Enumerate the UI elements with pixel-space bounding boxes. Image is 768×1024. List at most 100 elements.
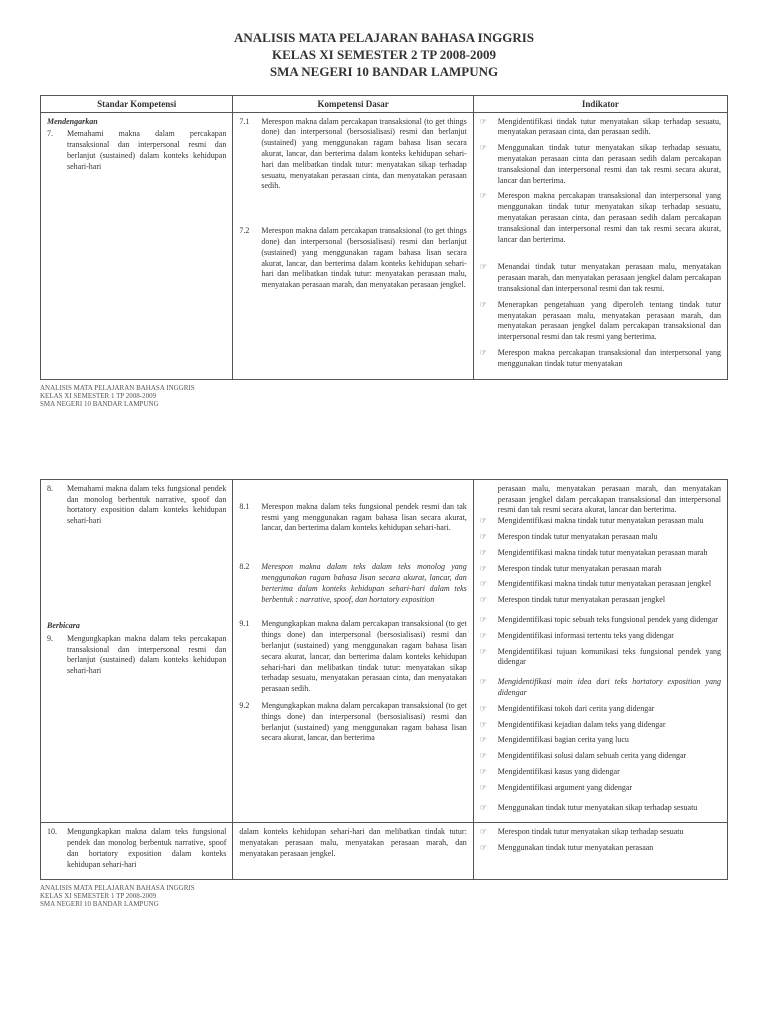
bullet-icon: ☞ xyxy=(480,704,494,715)
table-row: Mendengarkan 7. Memahami makna dalam per… xyxy=(41,112,728,379)
page-footer: ANALISIS MATA PELAJARAN BAHASA INGGRIS K… xyxy=(40,384,728,409)
bullet-icon: ☞ xyxy=(480,677,494,699)
footer-line: SMA NEGERI 10 BANDAR LAMPUNG xyxy=(40,900,728,908)
sk-number: 9. xyxy=(47,634,63,677)
kd-text: Mengungkapkan makna dalam percakapan tra… xyxy=(261,619,466,695)
bullet-icon: ☞ xyxy=(480,579,494,590)
bullet-icon: ☞ xyxy=(480,803,494,814)
bullet-icon: ☞ xyxy=(480,751,494,762)
bullet-icon: ☞ xyxy=(480,783,494,794)
section-berbicara: Berbicara xyxy=(47,621,226,632)
kd-text: Merespon makna dalam percakapan transaks… xyxy=(261,117,466,193)
indikator-text: Mengidentifikasi makna tindak tutur meny… xyxy=(498,579,721,590)
bullet-icon: ☞ xyxy=(480,117,494,139)
kd-text: Mengungkapkan makna dalam percakapan tra… xyxy=(261,701,466,744)
cell-kd-8-9: 8.1 Merespon makna dalam teks fungsional… xyxy=(233,479,473,823)
title-line-3: SMA NEGERI 10 BANDAR LAMPUNG xyxy=(40,64,728,81)
bullet-icon: ☞ xyxy=(480,143,494,186)
sk-text: Memahami makna dalam percakapan transaks… xyxy=(67,129,226,172)
sk-text: Memahami makna dalam teks fungsional pen… xyxy=(67,484,226,527)
indikator-text: Menggunakan tindak tutur menyatakan pera… xyxy=(498,843,721,854)
footer-line: SMA NEGERI 10 BANDAR LAMPUNG xyxy=(40,400,728,408)
indikator-text: Merespon makna percakapan transaksional … xyxy=(498,348,721,370)
kd-number: 7.2 xyxy=(239,226,257,291)
footer-line: ANALISIS MATA PELAJARAN BAHASA INGGRIS xyxy=(40,384,728,392)
cell-sk-10: 10. Mengungkapkan makna dalam teks fungs… xyxy=(41,823,233,879)
bullet-icon: ☞ xyxy=(480,647,494,669)
table-row: 8. Memahami makna dalam teks fungsional … xyxy=(41,479,728,823)
indikator-text: Mengidentifikasi makna tindak tutur meny… xyxy=(498,516,721,527)
analysis-table-page-2: 8. Memahami makna dalam teks fungsional … xyxy=(40,479,728,880)
footer-line: ANALISIS MATA PELAJARAN BAHASA INGGRIS xyxy=(40,884,728,892)
indikator-text: Mengidentifikasi tokoh dari cerita yang … xyxy=(498,704,721,715)
cell-kd-7: 7.1 Merespon makna dalam percakapan tran… xyxy=(233,112,473,379)
indikator-text: Mengidentifikasi topic sebuah teks fungs… xyxy=(498,615,721,626)
bullet-icon: ☞ xyxy=(480,615,494,626)
bullet-icon: ☞ xyxy=(480,548,494,559)
indikator-text: Mengidentifikasi tujuan komunikasi teks … xyxy=(498,647,721,669)
indikator-text: Menerapkan pengetahuan yang diperoleh te… xyxy=(498,300,721,343)
section-mendengarkan: Mendengarkan xyxy=(47,117,226,128)
bullet-icon: ☞ xyxy=(480,516,494,527)
sk-text: Mengungkapkan makna dalam teks fungsiona… xyxy=(67,827,226,870)
indikator-text: Mengidentifikasi kejadian dalam teks yan… xyxy=(498,720,721,731)
sk-number: 8. xyxy=(47,484,63,527)
header-kompetensi-dasar: Kompetensi Dasar xyxy=(233,95,473,112)
indikator-text: Mengidentifikasi makna tindak tutur meny… xyxy=(498,548,721,559)
indikator-text: Merespon tindak tutur menyatakan perasaa… xyxy=(498,532,721,543)
sk-text: Mengungkapkan makna dalam teks percakapa… xyxy=(67,634,226,677)
header-standar-kompetensi: Standar Kompetensi xyxy=(41,95,233,112)
footer-line: KELAS XI SEMESTER 1 TP 2008-2009 xyxy=(40,892,728,900)
page-footer: ANALISIS MATA PELAJARAN BAHASA INGGRIS K… xyxy=(40,884,728,909)
bullet-icon: ☞ xyxy=(480,191,494,245)
indikator-text: Mengidentifikasi argument yang didengar xyxy=(498,783,721,794)
kd-number: 9.1 xyxy=(239,619,257,695)
kd-text: Merespon makna dalam percakapan transaks… xyxy=(261,226,466,291)
indikator-text: Merespon tindak tutur menyatakan perasaa… xyxy=(498,564,721,575)
cell-sk-8: 8. Memahami makna dalam teks fungsional … xyxy=(41,479,233,823)
indikator-text: Menggunakan tindak tutur menyatakan sika… xyxy=(498,143,721,186)
indikator-text: Mengidentifikasi tindak tutur menyatakan… xyxy=(498,117,721,139)
indikator-text: Mengidentifikasi main idea dari teks hor… xyxy=(498,677,721,699)
indikator-text: Mengidentifikasi bagian cerita yang lucu xyxy=(498,735,721,746)
indikator-text: Merespon tindak tutur menyatakan sikap t… xyxy=(498,827,721,838)
cell-sk-7: Mendengarkan 7. Memahami makna dalam per… xyxy=(41,112,233,379)
bullet-icon: ☞ xyxy=(480,348,494,370)
indikator-text: Mengidentifikasi kasus yang didengar xyxy=(498,767,721,778)
kd-text: Merespon makna dalam teks dalam teks mon… xyxy=(261,562,466,605)
cell-indikator-7: ☞Mengidentifikasi tindak tutur menyataka… xyxy=(473,112,727,379)
title-line-2: KELAS XI SEMESTER 2 TP 2008-2009 xyxy=(40,47,728,64)
cell-indikator-8-9: perasaan malu, menyatakan perasaan marah… xyxy=(473,479,727,823)
bullet-icon: ☞ xyxy=(480,262,494,294)
indikator-text: Mengidentifikasi informasi tertentu teks… xyxy=(498,631,721,642)
indikator-text: Merespon tindak tutur menyatakan perasaa… xyxy=(498,595,721,606)
bullet-icon: ☞ xyxy=(480,720,494,731)
indikator-continuation: perasaan malu, menyatakan perasaan marah… xyxy=(480,484,721,516)
bullet-icon: ☞ xyxy=(480,767,494,778)
bullet-icon: ☞ xyxy=(480,843,494,854)
indikator-text: Merespon makna percakapan transaksional … xyxy=(498,191,721,245)
kd-continuation: dalam konteks kehidupan sehari-hari dan … xyxy=(239,827,466,858)
header-indikator: Indikator xyxy=(473,95,727,112)
bullet-icon: ☞ xyxy=(480,827,494,838)
indikator-text: Menandai tindak tutur menyatakan perasaa… xyxy=(498,262,721,294)
sk-number: 7. xyxy=(47,129,63,172)
sk-number: 10. xyxy=(47,827,63,870)
kd-number: 8.1 xyxy=(239,502,257,534)
bullet-icon: ☞ xyxy=(480,595,494,606)
kd-text: Merespon makna dalam teks fungsional pen… xyxy=(261,502,466,534)
kd-number: 7.1 xyxy=(239,117,257,193)
cell-indikator-10: ☞ Merespon tindak tutur menyatakan sikap … xyxy=(473,823,727,879)
table-header-row: Standar Kompetensi Kompetensi Dasar Indi… xyxy=(41,95,728,112)
indikator-text: Menggunakan tindak tutur menyatakan sika… xyxy=(498,803,721,814)
indikator-text: Mengidentifikasi solusi dalam sebuah cer… xyxy=(498,751,721,762)
bullet-icon: ☞ xyxy=(480,564,494,575)
kd-number: 9.2 xyxy=(239,701,257,744)
bullet-icon: ☞ xyxy=(480,631,494,642)
bullet-icon: ☞ xyxy=(480,300,494,343)
title-line-1: ANALISIS MATA PELAJARAN BAHASA INGGRIS xyxy=(40,30,728,47)
bullet-icon: ☞ xyxy=(480,532,494,543)
bullet-icon: ☞ xyxy=(480,735,494,746)
analysis-table-page-1: Standar Kompetensi Kompetensi Dasar Indi… xyxy=(40,95,728,380)
table-row: 10. Mengungkapkan makna dalam teks fungs… xyxy=(41,823,728,879)
